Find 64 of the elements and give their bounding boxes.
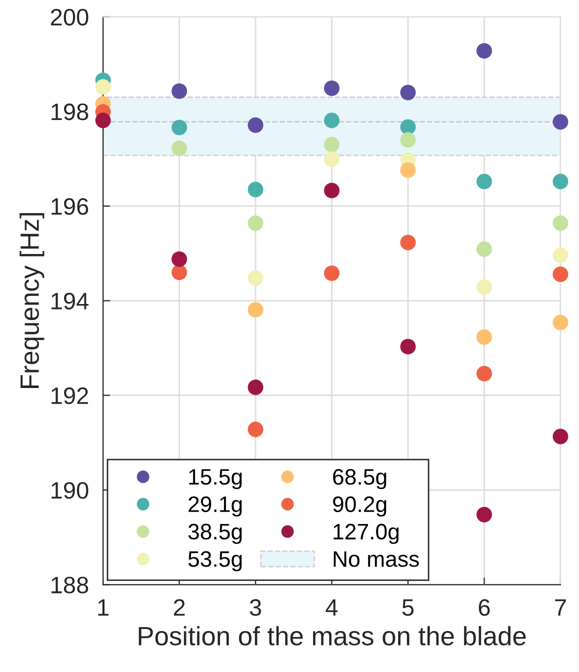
point xyxy=(476,506,492,522)
point xyxy=(476,329,492,345)
point xyxy=(95,79,111,95)
point xyxy=(552,266,568,282)
legend-label: 15.5g xyxy=(189,469,242,490)
point xyxy=(476,174,492,190)
y-axis-title: Frequency [Hz] xyxy=(20,213,44,388)
y-tick-label: 196 xyxy=(52,198,88,215)
legend-label: 68.5g xyxy=(333,469,386,490)
legend-label: 90.2g xyxy=(333,496,386,517)
point xyxy=(400,132,416,148)
point xyxy=(172,120,188,136)
x-tick-label: 7 xyxy=(555,599,566,616)
point xyxy=(248,422,264,438)
point xyxy=(400,119,416,135)
point xyxy=(324,266,340,282)
point xyxy=(552,428,568,444)
point xyxy=(248,302,264,318)
point xyxy=(172,83,188,99)
legend-label: 127.0g xyxy=(334,524,399,544)
point xyxy=(324,80,340,96)
point xyxy=(172,140,188,156)
y-tick-label: 192 xyxy=(52,387,88,404)
x-tick-label: 2 xyxy=(174,599,185,616)
point xyxy=(324,182,340,198)
y-tick-label: 200 xyxy=(50,8,88,26)
point xyxy=(400,84,416,100)
point xyxy=(248,270,264,286)
y-tick-label: 188 xyxy=(52,576,88,594)
y-tick-label: 190 xyxy=(52,482,88,499)
x-tick-label: 6 xyxy=(478,599,490,616)
point xyxy=(172,251,188,267)
legend-label: 38.5g xyxy=(188,524,242,544)
point xyxy=(248,117,264,133)
point xyxy=(552,248,568,264)
point xyxy=(476,241,492,257)
point xyxy=(248,182,264,198)
point xyxy=(172,264,188,280)
point xyxy=(552,215,568,231)
point xyxy=(400,338,416,354)
x-tick-label: 5 xyxy=(402,599,414,616)
point xyxy=(400,162,416,178)
legend-label: 29.1g xyxy=(188,496,242,517)
point xyxy=(476,279,492,295)
point xyxy=(324,136,340,152)
point xyxy=(95,112,111,128)
point xyxy=(248,215,264,231)
x-axis-title: Position of the mass on the blade xyxy=(138,626,526,646)
y-tick-label: 194 xyxy=(52,292,88,310)
point xyxy=(476,366,492,382)
x-tick-label: 3 xyxy=(250,599,262,616)
x-tick-label: 1 xyxy=(98,599,108,616)
x-tick-label: 4 xyxy=(326,599,338,616)
point xyxy=(400,234,416,250)
legend-label: 53.5g xyxy=(188,551,242,572)
point xyxy=(552,314,568,330)
legend-label: No mass xyxy=(334,551,419,567)
point xyxy=(552,174,568,190)
point xyxy=(248,380,264,396)
point xyxy=(552,114,568,130)
point xyxy=(476,43,492,59)
y-tick-label: 198 xyxy=(52,104,88,120)
point xyxy=(324,112,340,128)
point xyxy=(324,151,340,167)
